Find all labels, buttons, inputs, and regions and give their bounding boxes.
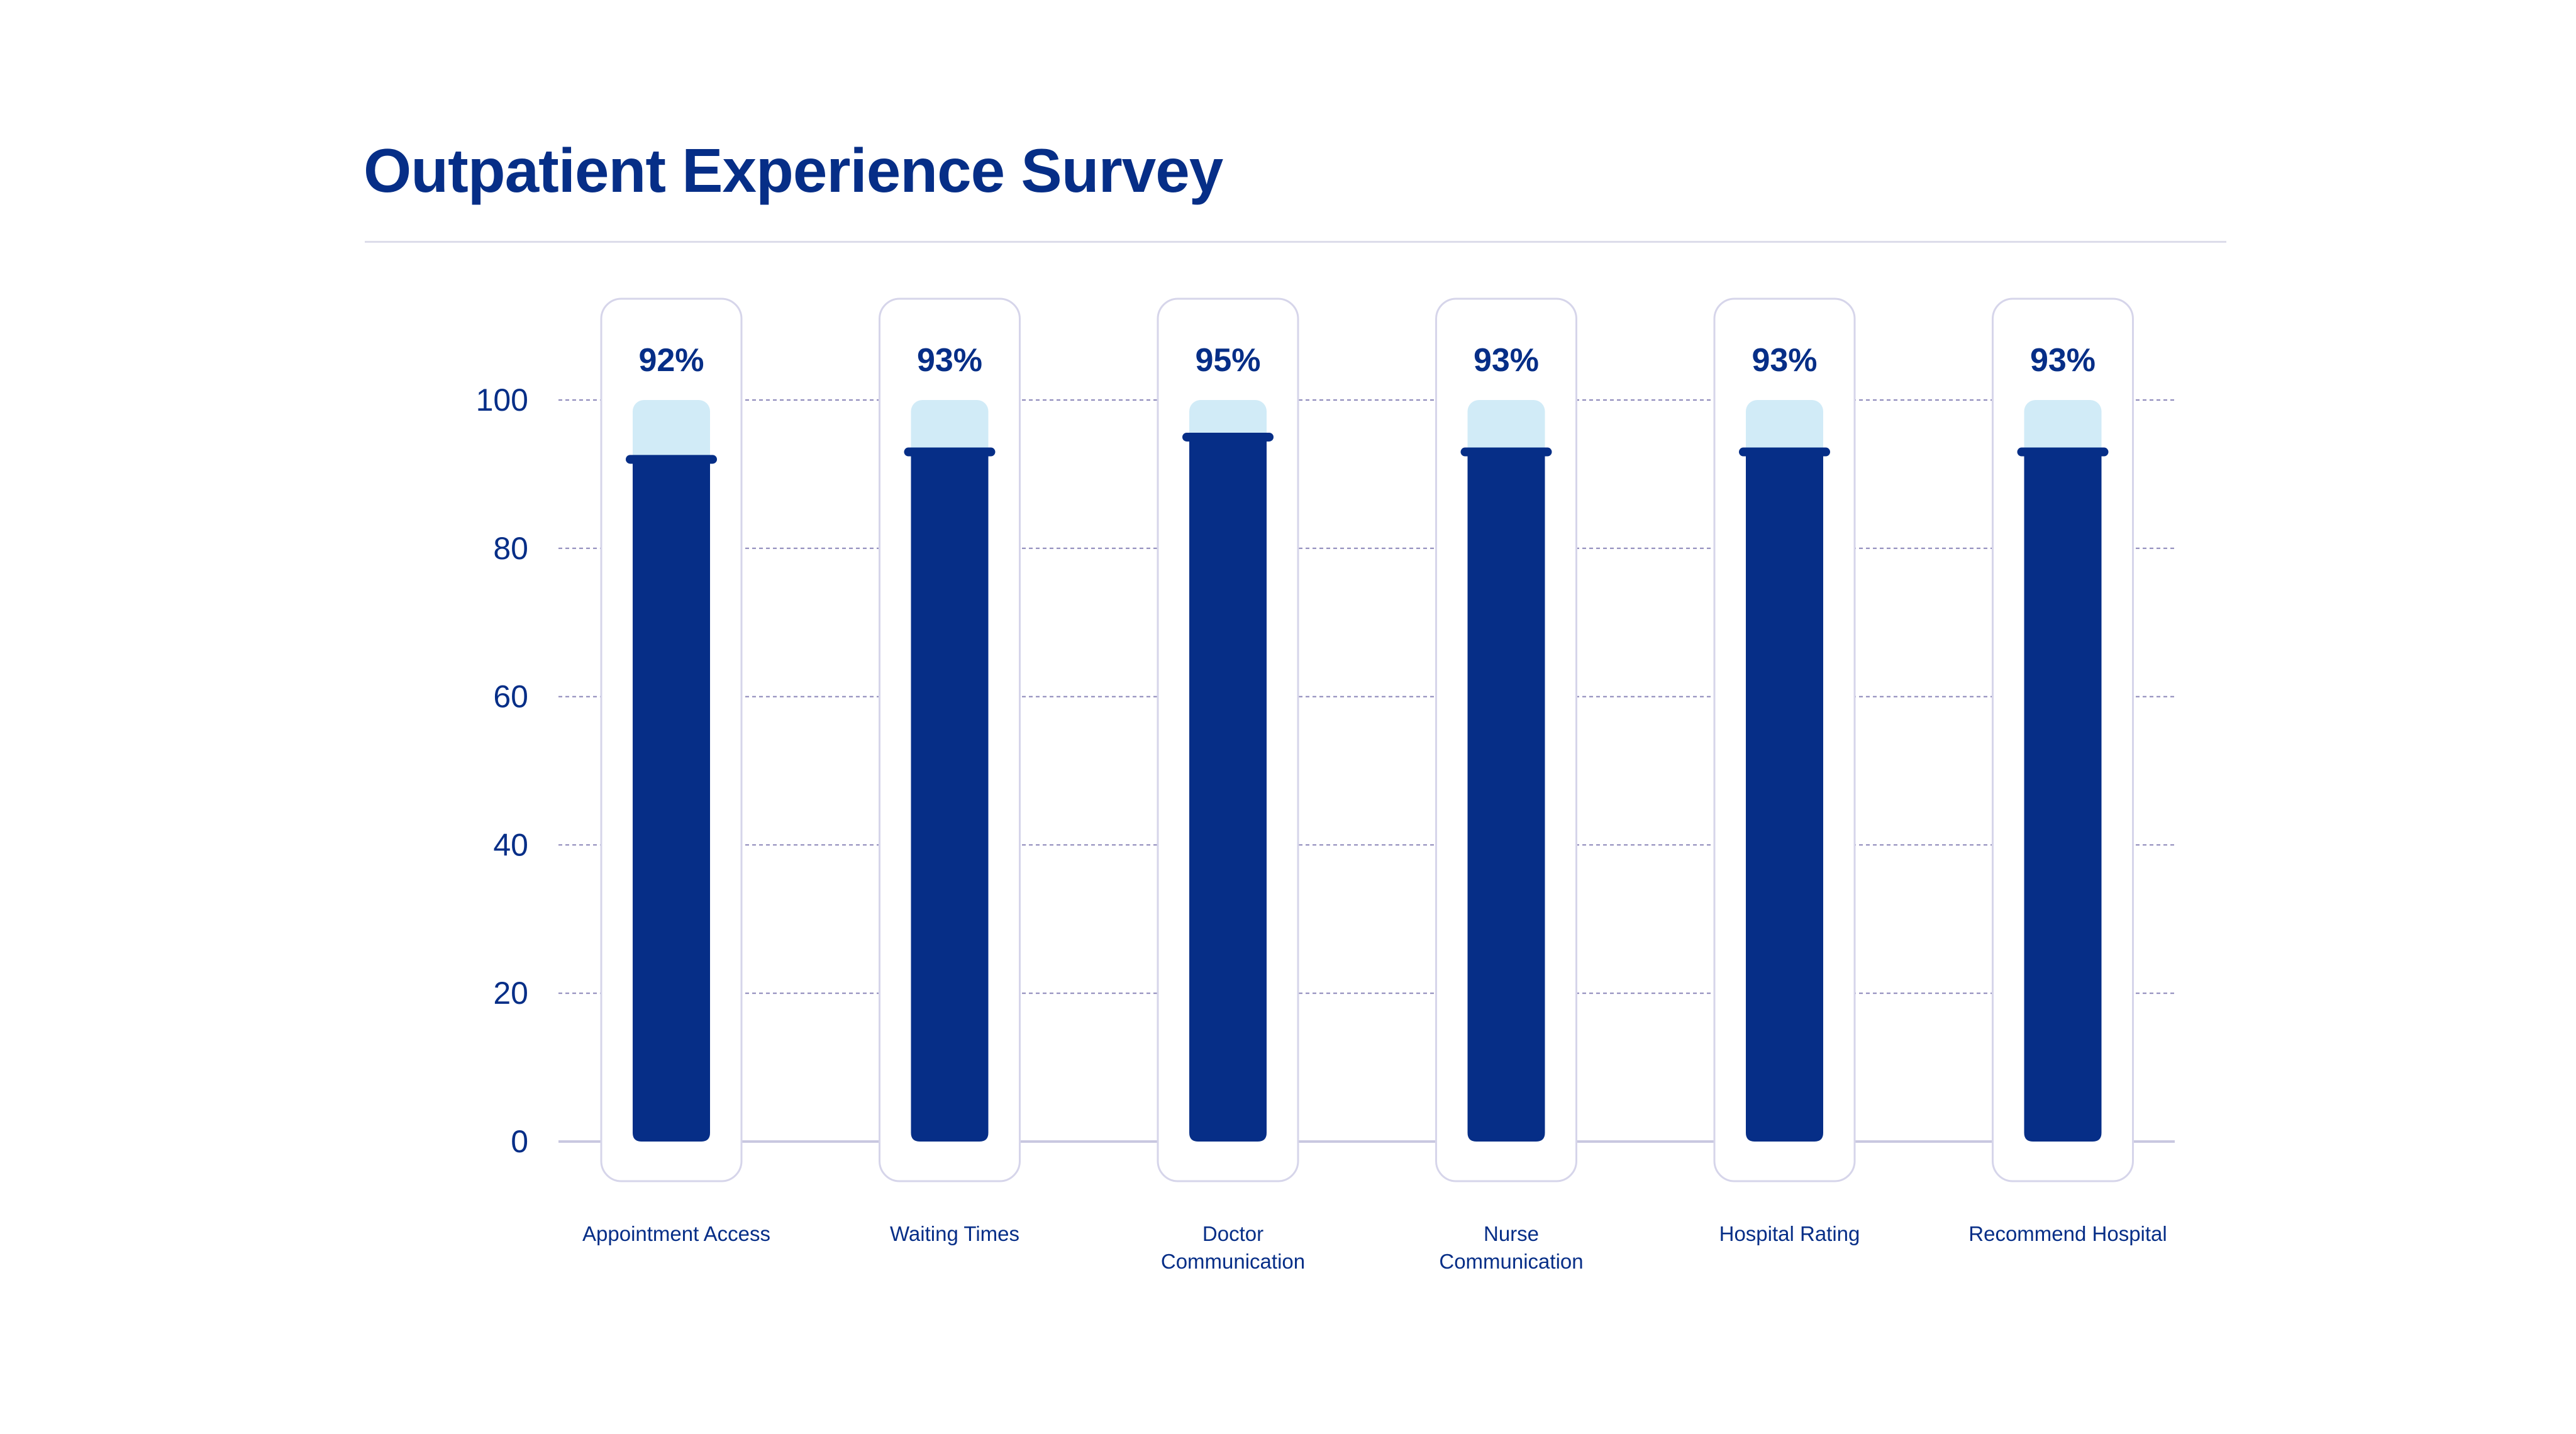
value-label: 93% (1752, 342, 1817, 379)
bar-fill (2024, 452, 2102, 1142)
bar-fill (633, 459, 710, 1142)
value-label: 95% (1195, 342, 1260, 379)
bar-fill (1467, 452, 1545, 1142)
value-label: 92% (638, 342, 704, 379)
value-label: 93% (917, 342, 982, 379)
bar-cap (1739, 447, 1830, 457)
y-tick-label: 60 (493, 679, 528, 714)
y-tick-label: 100 (476, 382, 528, 418)
bar-fill (911, 452, 989, 1142)
bar-cap (904, 447, 996, 457)
category-label: Doctor (1202, 1222, 1263, 1245)
category-label: Waiting Times (890, 1222, 1019, 1245)
chart-title: Outpatient Experience Survey (364, 136, 1223, 205)
category-label: Hospital Rating (1719, 1222, 1860, 1245)
bar-cap (1460, 447, 1552, 457)
bar-cap (1182, 432, 1274, 442)
bar-cap (626, 455, 717, 464)
value-label: 93% (2030, 342, 2096, 379)
y-tick-label: 40 (493, 827, 528, 862)
y-tick-label: 0 (511, 1124, 528, 1159)
category-label: Nurse (1484, 1222, 1539, 1245)
bar-fill (1746, 452, 1823, 1142)
category-label: Appointment Access (582, 1222, 770, 1245)
category-label: Recommend Hospital (1968, 1222, 2167, 1245)
bar-fill (1189, 436, 1267, 1142)
category-label: Communication (1439, 1250, 1583, 1273)
bar-cap (2017, 447, 2109, 457)
title-divider (365, 241, 2226, 243)
category-label: Communication (1161, 1250, 1305, 1273)
value-label: 93% (1474, 342, 1539, 379)
y-tick-label: 80 (493, 531, 528, 566)
y-tick-label: 20 (493, 975, 528, 1011)
